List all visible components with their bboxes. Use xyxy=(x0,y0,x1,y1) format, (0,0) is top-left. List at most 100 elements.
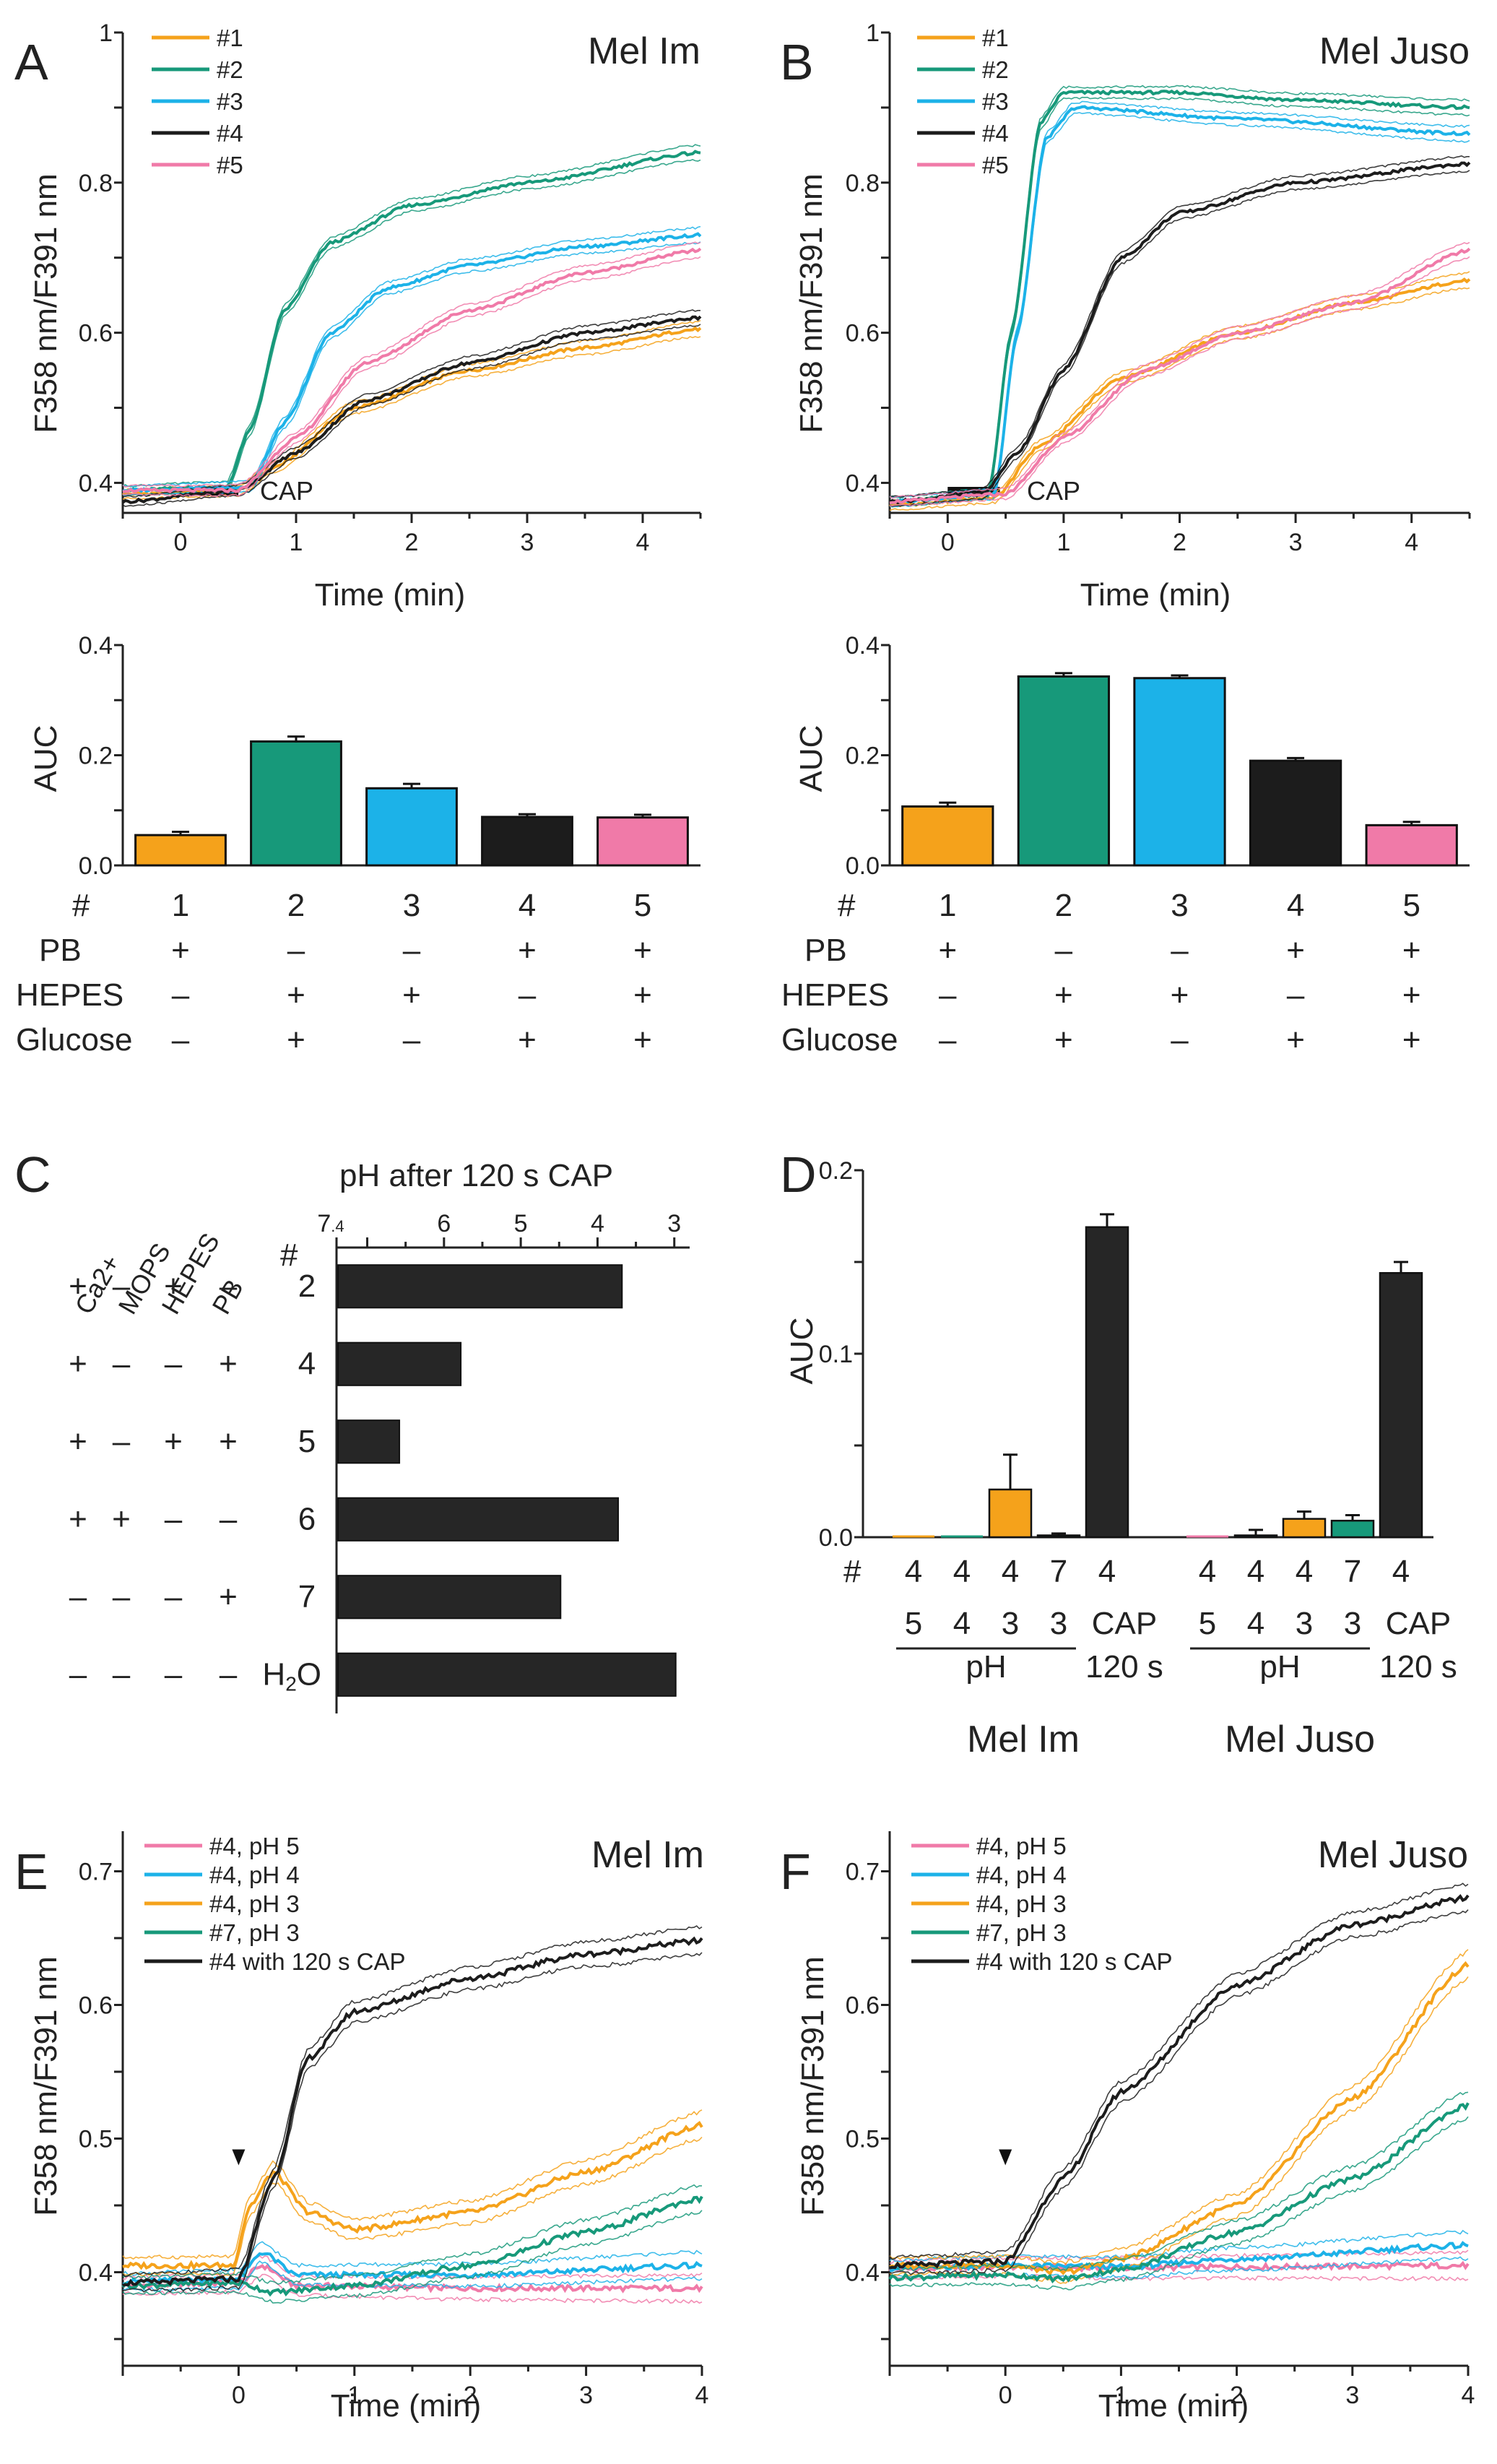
panel-c-header-hash: # xyxy=(280,1237,298,1273)
x-tick-label: 2 xyxy=(464,2382,477,2409)
table-glucose-sign: – xyxy=(403,1022,421,1058)
table-number: 2 xyxy=(1055,888,1072,923)
column-number: 4 xyxy=(1392,1554,1410,1589)
panel-f-legend: #4, pH 5 #4, pH 4 #4, pH 3 #7, pH 3 #4 w… xyxy=(911,1833,1172,1975)
row-label: H2O xyxy=(262,1656,321,1695)
x-tick-label: 4 xyxy=(636,529,650,556)
auc-bar xyxy=(1036,1534,1081,1539)
y-tick-label: 1 xyxy=(866,20,880,47)
series-sem-lower xyxy=(889,1909,1469,2275)
auc-b-hash-label: # xyxy=(838,888,856,923)
panel-a-xlabel: Time (min) xyxy=(315,577,466,613)
column-ph: 3 xyxy=(1002,1606,1019,1641)
table-number: 3 xyxy=(403,888,420,923)
ph-bar xyxy=(337,1264,623,1309)
ph-bar xyxy=(337,1419,401,1464)
legend-label-4: #4 xyxy=(982,120,1009,147)
table-hepes-sign: – xyxy=(172,977,190,1013)
series-sem-upper xyxy=(122,2184,702,2285)
column-cap-time: 120 s xyxy=(1379,1649,1457,1685)
ph-bar xyxy=(337,1497,620,1542)
x-tick-label: 5 xyxy=(514,1210,528,1237)
x-tick-label: 3 xyxy=(1289,529,1303,556)
table-pb-sign: + xyxy=(1402,933,1421,968)
column-number: 7 xyxy=(1344,1554,1361,1589)
series-sem-upper xyxy=(889,1882,1469,2260)
panel-e-cell-title: Mel Im xyxy=(591,1834,704,1876)
table-hepes-sign: + xyxy=(1171,977,1189,1013)
table-hepes-sign: + xyxy=(1054,977,1073,1013)
legend-label-1: #4, pH 5 xyxy=(976,1833,1067,1859)
series-sem-lower xyxy=(889,1976,1469,2284)
legend-label-3: #3 xyxy=(982,88,1009,115)
table-number: 4 xyxy=(518,888,536,923)
table-glucose-sign: – xyxy=(939,1022,957,1058)
x-tick-label: 2 xyxy=(1173,529,1186,556)
panel-c-title: pH after 120 s CAP xyxy=(339,1158,613,1193)
panel-d-group-1: Mel Im xyxy=(967,1719,1080,1760)
column-ph: 5 xyxy=(905,1606,922,1641)
x-tick-label: 1 xyxy=(1114,2382,1128,2409)
ph-group-label: pH xyxy=(966,1649,1006,1685)
auc-bar xyxy=(1282,1518,1327,1539)
composition-sign: – xyxy=(165,1346,183,1381)
panel-e-legend: #4, pH 5 #4, pH 4 #4, pH 3 #7, pH 3 #4 w… xyxy=(144,1833,405,1975)
panel-b-letter: B xyxy=(780,34,814,90)
legend-label-2: #2 xyxy=(982,56,1009,83)
x-tick-label: 4 xyxy=(1405,529,1418,556)
legend-label-4: #7, pH 3 xyxy=(209,1919,300,1946)
series-line xyxy=(122,247,702,494)
composition-sign: + xyxy=(164,1268,183,1304)
table-hepes-sign: – xyxy=(1287,977,1305,1013)
series-line xyxy=(889,1893,1470,2270)
column-number: 4 xyxy=(1247,1554,1264,1589)
panel-d-ylabel: AUC xyxy=(784,1318,820,1385)
composition-sign: – xyxy=(220,1268,238,1304)
series-sem-lower xyxy=(889,2116,1469,2291)
y-tick-label: 0.8 xyxy=(846,170,880,197)
column-number: 4 xyxy=(1199,1554,1216,1589)
table-glucose-sign: + xyxy=(287,1022,305,1058)
legend-label-3: #4, pH 3 xyxy=(209,1890,300,1917)
series-sem-lower xyxy=(122,2210,703,2304)
x-tick-label: 6 xyxy=(437,1210,451,1237)
auc-a-hepes-label: HEPES xyxy=(16,977,123,1013)
y-tick-label: 0.4 xyxy=(846,632,880,660)
y-tick-label: 0.0 xyxy=(79,852,113,880)
series-sem-upper xyxy=(889,155,1470,498)
y-tick-label: 0.2 xyxy=(846,743,880,770)
table-hepes-sign: + xyxy=(402,977,421,1013)
auc-a-glucose-label: Glucose xyxy=(16,1022,132,1058)
series-sem-upper xyxy=(889,271,1470,503)
x-tick-label: 1 xyxy=(290,529,303,556)
legend-label-1: #4, pH 5 xyxy=(209,1833,300,1859)
column-ph: 4 xyxy=(953,1606,971,1641)
series-line xyxy=(121,2262,703,2294)
legend-label-5: #4 with 120 s CAP xyxy=(209,1948,405,1975)
table-glucose-sign: + xyxy=(633,1022,652,1058)
column-number: 4 xyxy=(1296,1554,1313,1589)
table-number: 4 xyxy=(1287,888,1304,923)
panel-b-legend: #1 #2 #3 #4 #5 xyxy=(917,25,1009,178)
table-pb-sign: + xyxy=(938,933,957,968)
auc-a-ylabel: AUC xyxy=(28,725,64,792)
panel-e: E Mel Im F358 nm/F391 nm Time (min) #4, … xyxy=(14,1833,704,2424)
x-tick-label: 2 xyxy=(405,529,419,556)
composition-sign: – xyxy=(165,1579,183,1614)
column-ph: 3 xyxy=(1050,1606,1067,1641)
series-sem-lower xyxy=(889,2273,1469,2282)
x-tick-label: 0 xyxy=(232,2382,246,2409)
column-cap-time: 120 s xyxy=(1085,1649,1163,1685)
series-line xyxy=(889,1961,1470,2276)
legend-label-2: #4, pH 4 xyxy=(976,1862,1067,1888)
table-pb-sign: – xyxy=(403,933,421,968)
series-sem-lower xyxy=(889,287,1470,511)
composition-sign: – xyxy=(113,1268,131,1304)
table-glucose-sign: + xyxy=(1286,1022,1305,1058)
legend-label-1: #1 xyxy=(982,25,1009,51)
composition-sign: – xyxy=(165,1501,183,1536)
composition-sign: + xyxy=(69,1346,87,1381)
composition-sign: + xyxy=(219,1579,238,1614)
y-tick-label: 0.0 xyxy=(819,1524,853,1552)
legend-label-4: #7, pH 3 xyxy=(976,1919,1067,1946)
